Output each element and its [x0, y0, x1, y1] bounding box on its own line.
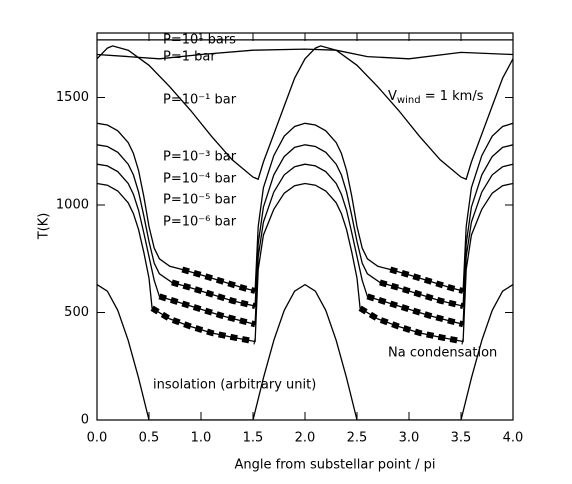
x-tick-label: 3.5: [451, 431, 472, 446]
wind-label-rest: = 1 km/s: [421, 89, 484, 104]
series-label: P=10⁻⁵ bar: [163, 193, 237, 208]
condensation-line: [150, 305, 464, 345]
series-label: P=10⁻⁶ bar: [163, 215, 237, 230]
series-line: [97, 163, 513, 326]
y-tick-label: 1500: [56, 90, 89, 105]
series-label: P=1 bar: [163, 50, 216, 65]
condensation-line: [181, 266, 464, 294]
x-tick-label: 2.0: [295, 431, 316, 446]
series-line: [97, 144, 513, 307]
x-tick-label: 0.5: [139, 431, 160, 446]
series-line: [97, 283, 513, 420]
y-tick-label: 1000: [56, 198, 89, 213]
series-label: P=10⁻¹ bar: [163, 93, 237, 108]
x-tick-label: 3.0: [399, 431, 420, 446]
wind-label: Vwind = 1 km/s: [388, 89, 484, 107]
x-tick-label: 1.0: [191, 431, 212, 446]
series-line: [97, 48, 513, 60]
condensation-label: Na condensation: [388, 346, 497, 361]
x-axis-label: Angle from substellar point / pi: [235, 458, 436, 473]
series-label: P=10¹ bars: [163, 33, 236, 48]
series-line: [97, 45, 513, 181]
x-tick-label: 0.0: [87, 431, 108, 446]
x-tick-label: 1.5: [243, 431, 264, 446]
y-axis-label: T(K): [37, 213, 52, 241]
wind-label-sub: wind: [397, 95, 421, 106]
series-label: insolation (arbitrary unit): [153, 378, 316, 393]
series-line: [97, 182, 513, 343]
wind-label-main: V: [388, 89, 397, 104]
x-tick-label: 4.0: [503, 431, 524, 446]
series-line: [97, 122, 513, 292]
condensation-line: [171, 279, 464, 310]
y-tick-label: 0: [81, 413, 89, 428]
y-tick-label: 500: [64, 305, 89, 320]
condensation-line: [158, 293, 464, 328]
series-label: P=10⁻⁴ bar: [163, 172, 237, 187]
series-label: P=10⁻³ bar: [163, 150, 237, 165]
x-tick-label: 2.5: [347, 431, 368, 446]
